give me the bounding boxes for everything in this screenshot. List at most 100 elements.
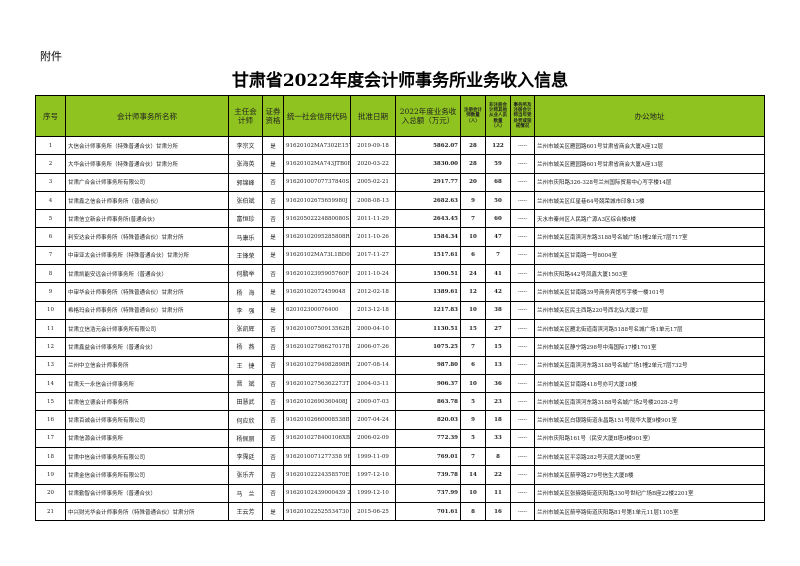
col-cpa-count-cell: 14 <box>460 465 486 485</box>
table-row: 7 中审亚太会计师事务所（特殊普通合伙）甘肃分所 王锋荣是 91620102MA73L… <box>35 245 765 266</box>
col-index-cell: 4 <box>35 190 66 211</box>
col-penalty-cell: ----- <box>510 282 535 302</box>
col-revenue-cell: 1075.25 <box>395 337 461 357</box>
col-address-cell: 兰州市城关区白银路街道永昌路151号陇华大厦9楼901室 <box>534 410 765 430</box>
col-cpa-count-cell: 9 <box>460 190 486 211</box>
col-index-cell: 5 <box>35 209 66 229</box>
col-address-cell: 兰州市城关区甘南路一号8004室 <box>534 245 765 266</box>
col-revenue-cell: 1130.51 <box>395 318 461 339</box>
col-address-cell: 兰州市城关区甘南路39号商务宾馆写字楼一楼101号 <box>534 282 765 302</box>
col-address-cell: 兰州市城关区箭亭路街道庆阳路81号第1单元11层1105室 <box>534 501 765 522</box>
col-penalty-cell: ----- <box>510 501 535 522</box>
col-director-cell: 张乐卉 <box>228 465 263 485</box>
col-address-cell: 兰州市城关区张掖路街道庆阳路330号世纪广场B座22楼2201室 <box>534 483 765 503</box>
table-row: 19 甘肃金信会计师事务所有限公司 张乐卉否 91620102224358570E 19… <box>35 465 765 485</box>
col-director-cell: 晋 斌 <box>228 373 263 394</box>
attachment-label: 附件 <box>40 50 62 63</box>
col-cpa-count-cell: 5 <box>460 392 486 412</box>
col-securities-cell: 否 <box>262 337 284 357</box>
col-firm-name-cell: 甘肃信立德会计师事务所 <box>65 392 229 412</box>
col-credit-code-cell: 91620102095285808R <box>283 227 351 247</box>
table-row: 17 甘肃信源会计师事务所 杨佩丽否 9162010278400106XB 2006-0… <box>35 428 765 449</box>
col-credit-code-cell: 91620102756362273T <box>283 373 351 394</box>
income-table: 序号 会计师事务所名称 主任会计师 证券资格 统一社会信用代码 批准日期 2022年度业务收… <box>35 95 765 522</box>
col-index-cell: 21 <box>35 501 66 522</box>
col-director-cell: 何应欣 <box>228 410 263 430</box>
col-penalty-cell: ----- <box>510 483 535 503</box>
col-director-cell: 李宗文 <box>228 135 263 156</box>
col-firm-name-cell: 甘肃天一永信会计师事务所 <box>65 373 229 394</box>
col-director-cell: 郭锦峰 <box>228 172 263 192</box>
col-approval-date-cell: 2017-11-27 <box>350 245 396 266</box>
col-approval-date-cell: 2004-03-11 <box>350 373 396 394</box>
col-penalty-cell: ----- <box>510 245 535 266</box>
col-credit-code-cell: 91620102395905760F <box>283 264 351 284</box>
col-other-staff-cell: 47 <box>485 227 511 247</box>
col-revenue-header: 2022年度业务收入总额（万元） <box>395 95 461 137</box>
col-approval-date-cell: 2011-10-26 <box>350 227 396 247</box>
col-securities-cell: 否 <box>262 428 284 449</box>
col-securities-cell: 否 <box>262 373 284 394</box>
col-penalty-cell: ----- <box>510 209 535 229</box>
table-row: 9 中审华会计师事务所（特殊普通合伙）甘肃分所杨 海是 91620102072459… <box>35 282 765 302</box>
col-other-staff-cell: 33 <box>485 428 511 449</box>
col-index-cell: 17 <box>35 428 66 449</box>
col-approval-date-cell: 1999-12-10 <box>350 483 396 503</box>
col-firm-name-cell: 甘肃立信浩元会计师事务所有限公司 <box>65 318 229 339</box>
col-address-cell: 兰州市城关区雁北街道南滨河路5188号名城广场1单元17层 <box>534 318 765 339</box>
col-cpa-count-cell: 10 <box>460 227 486 247</box>
col-other-staff-cell: 38 <box>485 300 511 320</box>
col-other-staff-cell: 8 <box>485 447 511 467</box>
col-address-cell: 兰州市城关区箭亭路279号信生大厦8楼 <box>534 465 765 485</box>
table-header-row: 序号 会计师事务所名称 主任会计师 证券资格 统一社会信用代码 批准日期 2022年度业务收… <box>35 95 765 137</box>
col-director-cell: 张海英 <box>228 154 263 174</box>
col-firm-name-cell: 希格玛会计师事务所（特殊普通合伙）甘肃分所 <box>65 300 229 320</box>
col-approval-date-cell: 2020-03-22 <box>350 154 396 174</box>
col-firm-name-cell: 甘肃勤智会计师事务所（普通合伙） <box>65 483 229 503</box>
col-firm-name-cell: 大信会计师事务所（特殊普通合伙）甘肃分所 <box>65 135 229 156</box>
col-revenue-cell: 2643.45 <box>395 209 461 229</box>
col-penalty-cell: ----- <box>510 172 535 192</box>
table-row: 6 利安达会计师事务所（特殊普通合伙）甘肃分所 马康乐是 91620102095285… <box>35 227 765 247</box>
col-cpa-count-cell: 7 <box>460 447 486 467</box>
col-revenue-cell: 3830.00 <box>395 154 461 174</box>
col-penalty-cell: ----- <box>510 318 535 339</box>
table-row: 3 甘肃广合会计师事务所有限公司 郭锦峰否 91620100707737840S 200… <box>35 172 765 192</box>
col-director-cell: 王锋荣 <box>228 245 263 266</box>
col-other-staff-cell: 60 <box>485 209 511 229</box>
table-row: 13 兰州中立信会计师事务所王 捷否 91620102794982898R 2007-… <box>35 355 765 375</box>
col-securities-cell: 否 <box>262 447 284 467</box>
col-index-cell: 15 <box>35 392 66 412</box>
col-director-cell: 李 强 <box>228 300 263 320</box>
table-row: 1 大信会计师事务所（特殊普通合伙）甘肃分所 李宗文是 91620102MA7302E… <box>35 135 765 156</box>
table-row: 11 甘肃立信浩元会计师事务所有限公司 张凯辉否 91620100750913562B… <box>35 318 765 339</box>
col-revenue-cell: 5862.07 <box>395 135 461 156</box>
col-approval-date-cell: 2006-02-09 <box>350 428 396 449</box>
col-penalty-cell: ----- <box>510 190 535 211</box>
col-credit-code-cell: 91620102798627017B <box>283 337 351 357</box>
col-revenue-cell: 737.99 <box>395 483 461 503</box>
col-penalty-cell: ----- <box>510 428 535 449</box>
col-address-header: 办公地址 <box>534 95 765 137</box>
col-other-staff-cell: 27 <box>485 318 511 339</box>
col-securities-cell: 否 <box>262 264 284 284</box>
col-penalty-cell: ----- <box>510 373 535 394</box>
col-index-cell: 3 <box>35 172 66 192</box>
col-revenue-cell: 772.39 <box>395 428 461 449</box>
col-firm-name-cell: 甘肃广合会计师事务所有限公司 <box>65 172 229 192</box>
table-row: 8 甘肃凯能安远会计师事务所（普通合伙） 何鹏举否 91620102395905760… <box>35 264 765 284</box>
col-other-staff-cell: 11 <box>485 483 511 503</box>
col-firm-name-cell: 中兴财光华会计师事务所（特殊普通合伙）甘肃分所 <box>65 501 229 522</box>
table-row: 18 甘肃中信会计师事务所有限公司 李霈廷否 9162010071277358 9E 1… <box>35 447 765 467</box>
col-approval-date-cell: 2006-07-26 <box>350 337 396 357</box>
col-penalty-cell: ----- <box>510 227 535 247</box>
col-cpa-count-cell: 6 <box>460 245 486 266</box>
table-row: 4 甘肃鑫之信会计师事务所（普通合伙） 张伯斌否 91620102675659980J… <box>35 190 765 211</box>
col-index-cell: 16 <box>35 410 66 430</box>
col-index-cell: 11 <box>35 318 66 339</box>
col-securities-header: 证券资格 <box>262 95 284 137</box>
col-penalty-cell: ----- <box>510 135 535 156</box>
col-approval-date-cell: 2015-06-25 <box>350 501 396 522</box>
col-director-cell: 王 捷 <box>228 355 263 375</box>
col-director-cell: 富恒珍 <box>228 209 263 229</box>
